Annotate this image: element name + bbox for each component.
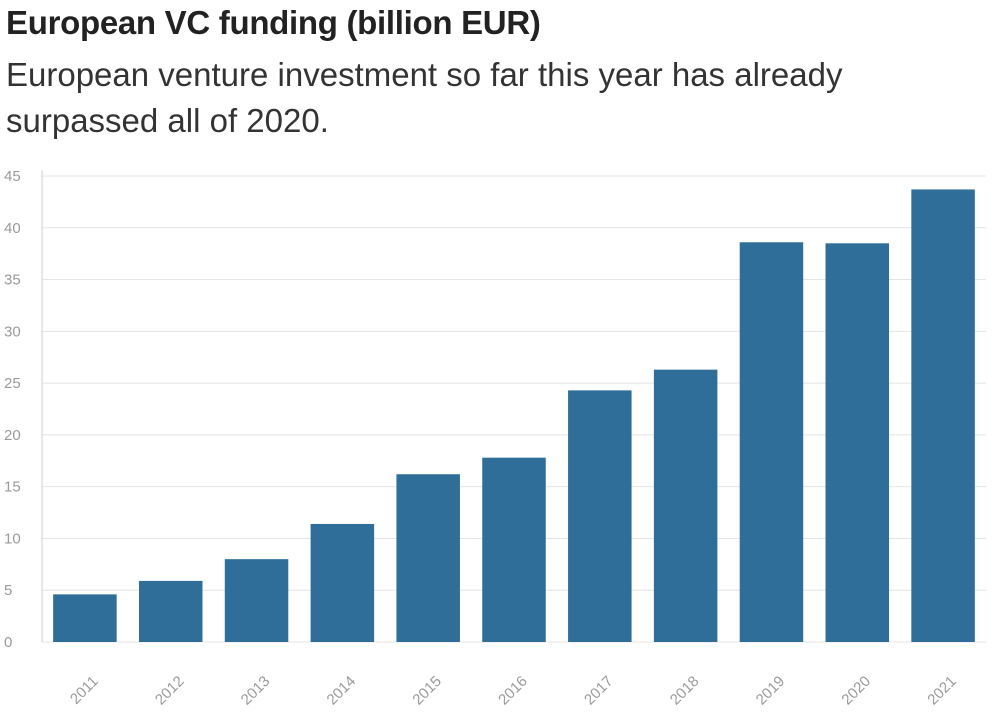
y-tick-label-35: 35	[4, 272, 21, 289]
bar-2015	[396, 474, 460, 642]
y-tick-label-15: 15	[4, 479, 21, 496]
x-tick-label-2013: 2013	[238, 673, 274, 709]
x-tick-label-2012: 2012	[152, 673, 188, 709]
x-tick-label-2020: 2020	[838, 673, 874, 709]
x-tick-label-2014: 2014	[324, 673, 360, 709]
y-tick-label-5: 5	[4, 582, 12, 599]
x-tick-label-2021: 2021	[924, 673, 960, 709]
y-tick-label-20: 20	[4, 427, 21, 444]
y-tick-label-0: 0	[4, 634, 12, 651]
x-tick-label-2017: 2017	[581, 673, 617, 709]
x-tick-label-2015: 2015	[409, 673, 445, 709]
x-tick-label-2018: 2018	[667, 673, 703, 709]
bar-2012	[138, 580, 203, 642]
x-tick-label-2019: 2019	[753, 673, 789, 709]
bar-2021	[911, 189, 975, 642]
bar-2019	[739, 242, 804, 642]
bar-2016	[482, 457, 546, 642]
bar-2011	[53, 594, 117, 642]
y-tick-label-10: 10	[4, 530, 21, 547]
y-tick-label-30: 30	[4, 323, 21, 340]
bar-2013	[224, 559, 289, 642]
y-tick-label-40: 40	[4, 220, 21, 237]
bar-2018	[653, 369, 718, 642]
x-tick-label-2016: 2016	[495, 673, 531, 709]
chart-title: European VC funding (billion EUR)	[6, 4, 541, 41]
bar-2014	[310, 523, 375, 642]
y-tick-label-25: 25	[4, 375, 21, 392]
bar-2017	[568, 390, 632, 642]
chart-subtitle: European venture investment so far this …	[6, 56, 843, 139]
bar-2020	[825, 243, 890, 643]
x-tick-label-2011: 2011	[67, 673, 102, 708]
y-tick-label-45: 45	[4, 168, 21, 185]
